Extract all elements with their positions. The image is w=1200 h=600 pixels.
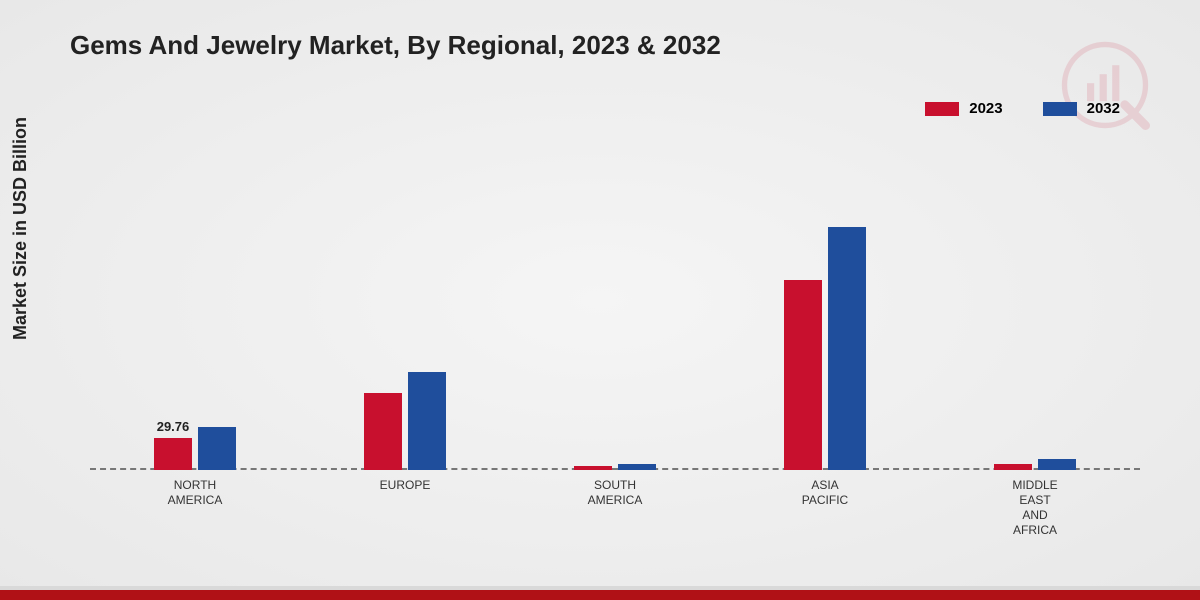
bar <box>408 372 446 470</box>
x-axis-tick-label: ASIA PACIFIC <box>745 478 905 508</box>
bar <box>994 464 1032 470</box>
legend-item-2032: 2032 <box>1043 100 1120 117</box>
legend-swatch-2032 <box>1043 102 1077 116</box>
bar-group: MIDDLE EAST AND AFRICA <box>994 459 1076 470</box>
legend-item-2023: 2023 <box>925 100 1002 117</box>
bar <box>198 427 236 470</box>
x-axis-tick-label: MIDDLE EAST AND AFRICA <box>955 478 1115 538</box>
bar <box>1038 459 1076 470</box>
bar <box>618 464 656 470</box>
chart-plot-area: NORTH AMERICAEUROPESOUTH AMERICAASIA PAC… <box>90 150 1140 470</box>
legend-label-2032: 2032 <box>1087 100 1120 117</box>
watermark-logo-icon <box>1060 40 1150 135</box>
footer-accent-bar <box>0 586 1200 600</box>
y-axis-label: Market Size in USD Billion <box>10 117 31 340</box>
bar-group: EUROPE <box>364 372 446 470</box>
legend: 2023 2032 <box>925 100 1120 117</box>
x-axis-tick-label: EUROPE <box>325 478 485 493</box>
bar <box>828 227 866 470</box>
chart-title: Gems And Jewelry Market, By Regional, 20… <box>70 30 721 61</box>
x-axis-tick-label: SOUTH AMERICA <box>535 478 695 508</box>
bar-group: ASIA PACIFIC <box>784 227 866 470</box>
bar <box>574 466 612 470</box>
bar <box>154 438 192 470</box>
bar <box>784 280 822 470</box>
bar <box>364 393 402 470</box>
legend-label-2023: 2023 <box>969 100 1002 117</box>
x-axis-tick-label: NORTH AMERICA <box>115 478 275 508</box>
bar-group: SOUTH AMERICA <box>574 464 656 470</box>
legend-swatch-2023 <box>925 102 959 116</box>
bar-data-label: 29.76 <box>157 419 190 434</box>
